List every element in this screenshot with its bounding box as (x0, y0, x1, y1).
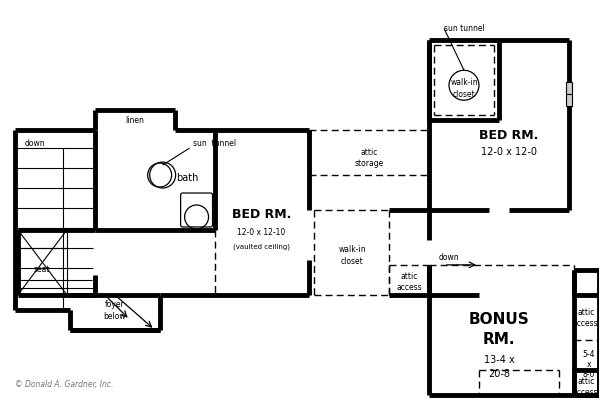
Text: sun tunnel: sun tunnel (443, 24, 484, 33)
Text: x: x (586, 360, 591, 369)
Text: storage: storage (355, 158, 384, 168)
Text: 12-0 x 12-10: 12-0 x 12-10 (238, 228, 286, 238)
Text: BED RM.: BED RM. (232, 208, 291, 222)
Bar (566, 82, 572, 94)
Text: bath: bath (176, 173, 199, 183)
Text: access: access (573, 319, 599, 328)
Text: © Donald A. Gardner, Inc.: © Donald A. Gardner, Inc. (15, 380, 113, 389)
Text: foyer: foyer (105, 300, 125, 309)
Text: access: access (396, 283, 422, 292)
Text: walk-in: walk-in (450, 78, 478, 87)
Text: sun  tunnel: sun tunnel (193, 139, 236, 148)
Text: below: below (103, 312, 126, 321)
Text: 12-0 x 12-0: 12-0 x 12-0 (481, 147, 537, 157)
Text: down: down (25, 139, 45, 148)
Text: 8-0: 8-0 (583, 370, 595, 379)
Text: attic: attic (577, 377, 595, 386)
Text: linen: linen (125, 116, 144, 125)
Text: attic: attic (361, 148, 378, 157)
Text: 5-4: 5-4 (583, 350, 595, 359)
Text: closet: closet (452, 90, 475, 99)
Bar (566, 94, 572, 106)
Text: 13-4 x: 13-4 x (484, 355, 514, 365)
Text: down: down (439, 253, 460, 262)
Text: BONUS: BONUS (469, 312, 529, 327)
Text: walk-in: walk-in (338, 245, 366, 254)
Text: attic: attic (400, 272, 418, 281)
Text: closet: closet (341, 257, 364, 266)
Text: 20-8: 20-8 (488, 369, 510, 379)
Text: access: access (573, 388, 599, 397)
FancyBboxPatch shape (181, 193, 212, 227)
Text: (vaulted ceiling): (vaulted ceiling) (233, 244, 290, 250)
Text: attic: attic (577, 308, 595, 317)
Text: seat: seat (34, 265, 50, 274)
Text: RM.: RM. (482, 332, 515, 347)
Text: BED RM.: BED RM. (479, 129, 539, 142)
